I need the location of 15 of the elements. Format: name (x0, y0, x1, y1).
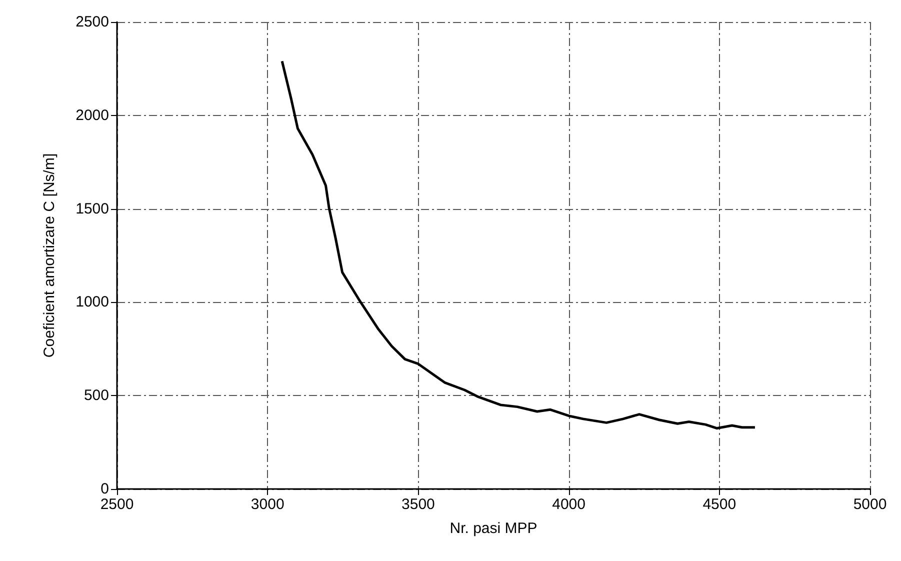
y-tick-label: 1000 (76, 294, 109, 311)
y-tick-label: 0 (100, 480, 109, 498)
y-axis-title: Coeficient amortizare C [Ns/m] (41, 153, 58, 358)
y-tick-label: 500 (84, 387, 109, 404)
line-series (280, 60, 756, 430)
x-tick-label: 5000 (853, 496, 887, 513)
y-tick-label: 2500 (76, 14, 109, 30)
x-tick-label: 4500 (702, 496, 736, 513)
x-axis-title: Nr. pasi MPP (450, 520, 538, 537)
y-tick-label: 2000 (76, 106, 109, 124)
x-tick-label: 3000 (250, 496, 284, 513)
x-tick-label: 3500 (402, 496, 435, 513)
y-tick-label: 1500 (76, 200, 109, 218)
x-tick-label: 2500 (100, 496, 134, 513)
x-tick-label: 4000 (552, 496, 586, 513)
